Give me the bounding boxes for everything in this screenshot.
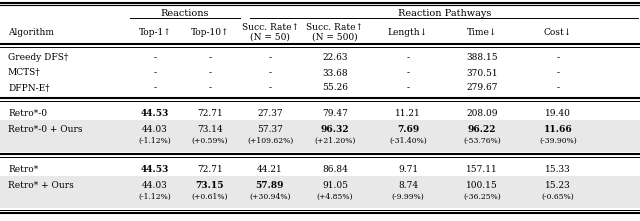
Text: Algorithm: Algorithm [8, 28, 54, 37]
Text: 9.71: 9.71 [398, 164, 418, 173]
Text: -: - [406, 84, 410, 93]
Text: 44.53: 44.53 [141, 164, 169, 173]
Text: Top-1↑: Top-1↑ [139, 28, 172, 37]
Text: 86.84: 86.84 [322, 164, 348, 173]
Text: Retro*: Retro* [8, 164, 38, 173]
Text: (+0.61%): (+0.61%) [192, 193, 228, 201]
Text: (-1.12%): (-1.12%) [139, 137, 172, 145]
Text: -: - [154, 84, 157, 93]
Text: -: - [209, 53, 211, 63]
Text: (-31.40%): (-31.40%) [389, 137, 427, 145]
Text: DFPN-E†: DFPN-E† [8, 84, 50, 93]
Text: Retro* + Ours: Retro* + Ours [8, 181, 74, 189]
Text: Succ. Rate↑: Succ. Rate↑ [241, 23, 298, 32]
Text: (-0.65%): (-0.65%) [541, 193, 574, 201]
Text: 72.71: 72.71 [197, 164, 223, 173]
Text: 57.89: 57.89 [256, 181, 284, 189]
Text: MCTS†: MCTS† [8, 69, 40, 78]
Text: 22.63: 22.63 [323, 53, 348, 63]
Text: 96.32: 96.32 [321, 124, 349, 133]
Text: (-1.12%): (-1.12%) [139, 193, 172, 201]
Text: 279.67: 279.67 [467, 84, 498, 93]
Text: Greedy DFS†: Greedy DFS† [8, 53, 68, 63]
Text: (-9.99%): (-9.99%) [392, 193, 424, 201]
Text: 100.15: 100.15 [466, 181, 498, 189]
Text: 73.15: 73.15 [196, 181, 224, 189]
Text: 370.51: 370.51 [466, 69, 498, 78]
Text: -: - [209, 84, 211, 93]
Text: 157.11: 157.11 [466, 164, 498, 173]
Text: 27.37: 27.37 [257, 109, 283, 118]
Text: 11.21: 11.21 [395, 109, 421, 118]
Text: 79.47: 79.47 [322, 109, 348, 118]
Text: 44.03: 44.03 [142, 181, 168, 189]
Text: 33.68: 33.68 [322, 69, 348, 78]
Text: 15.23: 15.23 [545, 181, 571, 189]
Text: 72.71: 72.71 [197, 109, 223, 118]
Text: -: - [557, 84, 559, 93]
Text: -: - [406, 53, 410, 63]
Text: 7.69: 7.69 [397, 124, 419, 133]
Text: -: - [557, 53, 559, 63]
Text: 44.21: 44.21 [257, 164, 283, 173]
Text: -: - [269, 84, 271, 93]
Bar [0, 176, 640, 208]
Text: (N = 50): (N = 50) [250, 32, 290, 42]
Text: 208.09: 208.09 [467, 109, 498, 118]
Text: -: - [209, 69, 211, 78]
Text: 15.33: 15.33 [545, 164, 571, 173]
Text: 44.53: 44.53 [141, 109, 169, 118]
Text: 8.74: 8.74 [398, 181, 418, 189]
Text: (+109.62%): (+109.62%) [247, 137, 293, 145]
Text: 19.40: 19.40 [545, 109, 571, 118]
Bar [0, 120, 640, 152]
Text: 44.03: 44.03 [142, 124, 168, 133]
Text: Reactions: Reactions [161, 10, 209, 19]
Text: Reaction Pathways: Reaction Pathways [398, 10, 492, 19]
Text: -: - [269, 53, 271, 63]
Text: (-39.90%): (-39.90%) [539, 137, 577, 145]
Text: 91.05: 91.05 [322, 181, 348, 189]
Text: Succ. Rate↑: Succ. Rate↑ [307, 23, 364, 32]
Text: 57.37: 57.37 [257, 124, 283, 133]
Text: -: - [406, 69, 410, 78]
Text: (+0.59%): (+0.59%) [192, 137, 228, 145]
Text: Cost↓: Cost↓ [544, 28, 572, 37]
Text: 388.15: 388.15 [466, 53, 498, 63]
Text: 96.22: 96.22 [468, 124, 496, 133]
Text: Length↓: Length↓ [388, 28, 428, 37]
Text: (+21.20%): (+21.20%) [314, 137, 356, 145]
Text: (+30.94%): (+30.94%) [249, 193, 291, 201]
Text: Retro*-0: Retro*-0 [8, 109, 47, 118]
Text: -: - [154, 53, 157, 63]
Text: (N = 500): (N = 500) [312, 32, 358, 42]
Text: -: - [269, 69, 271, 78]
Text: Time↓: Time↓ [467, 28, 497, 37]
Text: 11.66: 11.66 [543, 124, 572, 133]
Text: -: - [557, 69, 559, 78]
Text: Retro*-0 + Ours: Retro*-0 + Ours [8, 124, 83, 133]
Text: 73.14: 73.14 [197, 124, 223, 133]
Text: Top-10↑: Top-10↑ [191, 28, 229, 37]
Text: (-53.76%): (-53.76%) [463, 137, 501, 145]
Text: 55.26: 55.26 [322, 84, 348, 93]
Text: (-36.25%): (-36.25%) [463, 193, 501, 201]
Text: (+4.85%): (+4.85%) [317, 193, 353, 201]
Text: -: - [154, 69, 157, 78]
